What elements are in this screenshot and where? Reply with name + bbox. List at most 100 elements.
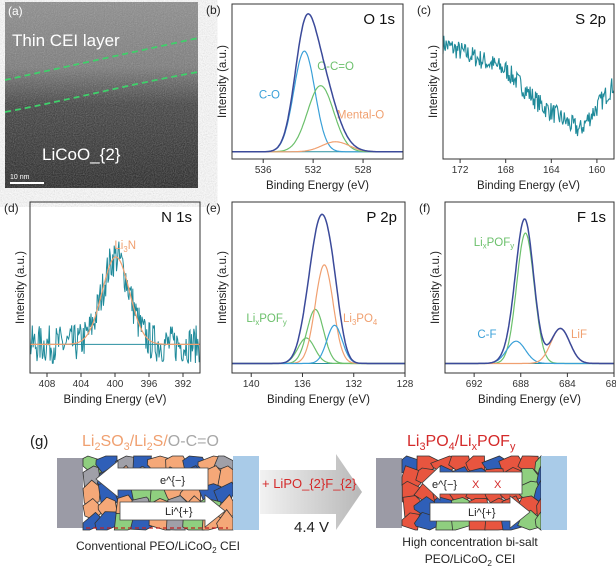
- fit-component-mental-o: [232, 141, 403, 153]
- axes-frame: [231, 3, 404, 160]
- x-tick-label: 532: [305, 165, 322, 176]
- cei-lower-boundary: [4, 71, 199, 113]
- peak-label: C-F: [477, 329, 496, 341]
- x-tick-label: 168: [497, 165, 514, 176]
- panel-b-plot: C-O O-C=O Mental-O 536 532 528 Binding Energy …: [206, 3, 404, 192]
- panel-label-a: (a): [8, 4, 23, 18]
- left-composition-title: Li2​SO3​/Li2​S/O-C=O: [82, 433, 219, 453]
- panel-title: N 1s: [161, 209, 192, 226]
- left-anode-electrode: [57, 458, 83, 528]
- x-tick-label: 136: [294, 379, 311, 390]
- axes-frame: [442, 3, 615, 160]
- x-tick-label: 140: [243, 379, 260, 390]
- x-tick-label: 132: [345, 379, 362, 390]
- y-axis-label: Intensity (a.u.): [217, 251, 229, 324]
- y-axis-label: Intensity (a.u.): [217, 45, 229, 118]
- panel-label: (c): [417, 3, 431, 17]
- fit-component-peak-3: [232, 324, 405, 365]
- electron-arrow-blocked: [421, 465, 523, 501]
- electron-label-right: e^{−}: [432, 479, 457, 491]
- panel-title: P 2p: [366, 209, 397, 226]
- panel-title: O 1s: [363, 11, 395, 28]
- right-anode-electrode: [376, 458, 402, 528]
- peak-label: O-C=O: [317, 61, 354, 73]
- cei-upper-boundary: [4, 37, 199, 81]
- panel-label: (b): [206, 3, 221, 17]
- x-axis-label: Binding Energy (eV): [477, 180, 580, 192]
- tem-grain: [5, 2, 198, 188]
- x-tick-label: 392: [175, 379, 192, 390]
- axes-frame: [444, 201, 615, 374]
- fit-component-li-3-n: [30, 256, 200, 345]
- envelope-fit-line: [232, 213, 405, 365]
- peak-label: Lix​POFy​: [246, 313, 287, 327]
- transformation-arrow: [260, 454, 362, 530]
- peak-label: C-O: [259, 90, 280, 102]
- x-tick-label: 128: [397, 379, 414, 390]
- panel-a-tem-image: (a) Thin CEI layer LiCoO_{2} 10 nm: [4, 2, 199, 188]
- panel-title: S 2p: [575, 11, 606, 28]
- scale-bar-label: 10 nm: [10, 174, 30, 181]
- peak-label: LiF: [571, 329, 587, 341]
- y-axis-label: Intensity (a.u.): [428, 45, 440, 118]
- x-tick-label: 688: [512, 379, 529, 390]
- block-x-2: X: [494, 479, 502, 491]
- panel-e-plot: Lix​POFy​ Li3​PO4​ 140 136 132 128 Binding Ene…: [206, 201, 414, 406]
- x-tick-label: 404: [73, 379, 90, 390]
- x-tick-label: 396: [141, 379, 158, 390]
- peak-label: Mental-O: [337, 110, 384, 122]
- lithium-arrow-left: [119, 494, 226, 528]
- fit-component-c-f: [445, 340, 614, 365]
- licoo2-label: LiCoO_{2}: [42, 145, 121, 164]
- lithium-label-right: Li^{+}: [468, 507, 496, 519]
- panel-title: F 1s: [577, 209, 606, 226]
- peak-label: Li3​PO4​: [343, 313, 378, 327]
- x-tick-label: 692: [466, 379, 483, 390]
- peak-label: Li3​N: [114, 240, 136, 254]
- x-tick-label: 536: [255, 165, 272, 176]
- panel-label: (e): [206, 201, 221, 215]
- axes-frame: [231, 201, 406, 374]
- electron-arrow-left: [95, 460, 209, 498]
- envelope-fit-line: [445, 218, 614, 365]
- right-licoo2-electrode: [541, 456, 567, 530]
- x-tick-label: 528: [355, 165, 372, 176]
- peak-label: Lix​POFy​: [474, 237, 515, 251]
- x-axis-label: Binding Energy (eV): [266, 180, 369, 192]
- x-tick-label: 408: [39, 379, 56, 390]
- y-axis-label: Intensity (a.u.): [15, 251, 27, 324]
- electron-label-left: e^{−}: [160, 475, 185, 487]
- x-axis-label: Binding Energy (eV): [478, 394, 581, 406]
- x-tick-label: 680: [606, 379, 616, 390]
- right-caption-line1: High concentration bi-salt: [402, 535, 538, 549]
- additive-label: + LiPO_{2}F_{2}: [262, 476, 357, 491]
- right-caption-line2: PEO/LiCoO2​ CEI: [425, 552, 516, 568]
- panel-d-plot: Li3​N 408 404 400 396 392 Binding Energy (eV) I…: [4, 201, 201, 406]
- panel-g-schematic: (g) Li2​SO3​/Li2​S/O-C=O Li3​PO4​/Lix​PO…: [30, 433, 567, 568]
- scale-bar: [10, 182, 44, 184]
- fit-component-li-x-pof-y-: [445, 232, 614, 365]
- x-tick-label: 172: [452, 165, 469, 176]
- panel-f-plot: Lix​POFy​ C-F LiF 692 688 684 680 Binding Energ…: [419, 201, 616, 406]
- x-tick-label: 684: [559, 379, 576, 390]
- left-licoo2-electrode: [233, 456, 259, 530]
- thin-cei-label: Thin CEI layer: [12, 31, 120, 50]
- y-axis-label: Intensity (a.u.): [430, 251, 442, 324]
- left-caption: Conventional PEO/LiCoO2​ CEI: [76, 539, 240, 555]
- cei-grain: [401, 512, 420, 531]
- right-composition-title: Li3​PO4​/Lix​POFy​: [407, 433, 516, 453]
- x-axis-label: Binding Energy (eV): [267, 394, 370, 406]
- fit-component-lif: [445, 327, 614, 365]
- cei-grain: [94, 511, 121, 531]
- panel-label-g: (g): [30, 433, 48, 450]
- lithium-label-left: Li^{+}: [165, 506, 193, 518]
- x-tick-label: 164: [543, 165, 560, 176]
- panel-c-plot: 172 168 164 160 Binding Energy (eV) Intensity…: [417, 3, 615, 192]
- block-x-1: X: [472, 479, 480, 491]
- panel-label: (f): [419, 201, 430, 215]
- envelope-fit-line: [232, 13, 403, 153]
- x-tick-label: 400: [107, 379, 124, 390]
- x-tick-label: 160: [589, 165, 606, 176]
- s2p-spectrum-line: [442, 35, 615, 137]
